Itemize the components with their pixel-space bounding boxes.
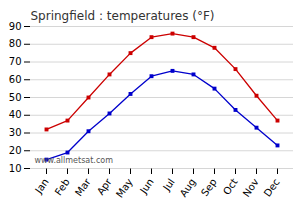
svg-text:30: 30: [9, 127, 22, 138]
svg-text:May: May: [114, 176, 135, 199]
svg-text:Aug: Aug: [178, 176, 198, 198]
svg-text:Oct: Oct: [221, 176, 240, 197]
svg-text:40: 40: [9, 109, 22, 120]
svg-text:www.allmetsat.com: www.allmetsat.com: [35, 156, 114, 165]
svg-text:Springfield : temperatures (°F: Springfield : temperatures (°F): [31, 9, 215, 23]
svg-text:60: 60: [9, 74, 22, 85]
svg-text:Sep: Sep: [199, 176, 219, 198]
svg-text:90: 90: [9, 21, 22, 32]
svg-text:80: 80: [9, 38, 22, 49]
svg-text:Jan: Jan: [32, 176, 50, 196]
svg-text:20: 20: [9, 145, 22, 156]
svg-text:Feb: Feb: [53, 176, 72, 197]
svg-text:10: 10: [9, 163, 22, 174]
svg-text:70: 70: [9, 56, 22, 67]
svg-text:Nov: Nov: [241, 176, 261, 198]
svg-text:50: 50: [9, 92, 22, 103]
svg-text:Jul: Jul: [160, 176, 177, 193]
svg-text:Jun: Jun: [137, 176, 156, 196]
svg-text:Dec: Dec: [262, 176, 282, 198]
svg-text:Mar: Mar: [73, 176, 93, 198]
svg-text:Apr: Apr: [95, 176, 114, 197]
